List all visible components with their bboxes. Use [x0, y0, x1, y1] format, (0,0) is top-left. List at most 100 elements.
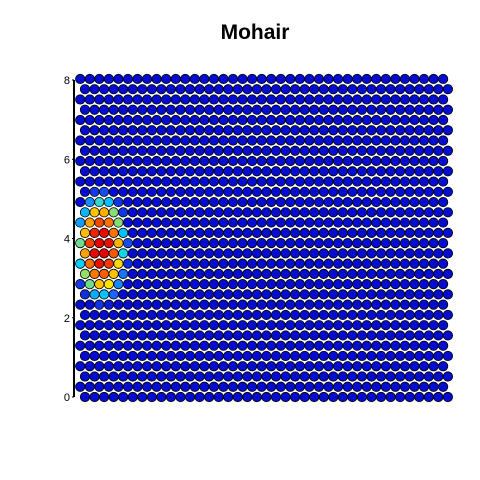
heatmap-cell [232, 309, 243, 321]
heatmap-cell [165, 125, 177, 136]
heatmap-cell [165, 166, 177, 177]
heatmap-cell [151, 238, 162, 249]
heatmap-cell [175, 350, 186, 362]
heatmap-cell [361, 238, 372, 249]
heatmap-cell [399, 381, 411, 392]
heatmap-cell [146, 125, 157, 136]
heatmap-cell [261, 145, 272, 156]
heatmap-cell [213, 289, 224, 300]
heatmap-cell [108, 207, 119, 218]
heatmap-cell [251, 125, 262, 136]
heatmap-cell [266, 320, 277, 331]
heatmap-cell [418, 114, 430, 126]
heatmap-cell [146, 186, 157, 197]
heatmap-cell [170, 299, 181, 310]
heatmap-cell [146, 391, 157, 403]
heatmap-cell [328, 289, 339, 300]
heatmap-cell [337, 289, 348, 300]
heatmap-cell [132, 94, 143, 105]
heatmap-cell [266, 73, 277, 85]
heatmap-cell [347, 186, 358, 197]
heatmap-cell [151, 176, 162, 187]
heatmap-cell [442, 391, 453, 403]
heatmap-cell [366, 330, 377, 341]
heatmap-cell [127, 268, 138, 279]
heatmap-cell [433, 289, 444, 300]
heatmap-cell [356, 268, 368, 279]
heatmap-cell [84, 279, 95, 290]
heatmap-cell [442, 207, 453, 218]
heatmap-cell [395, 268, 406, 279]
heatmap-cell [79, 84, 91, 95]
heatmap-cell [409, 258, 420, 269]
heatmap-cell [184, 84, 196, 95]
heatmap-cell [285, 217, 296, 228]
heatmap-cell [199, 114, 210, 126]
heatmap-cell [361, 217, 372, 228]
heatmap-cell [299, 350, 310, 362]
heatmap-cell [328, 268, 339, 279]
heatmap-cell [285, 340, 296, 351]
heatmap-cell [189, 299, 200, 310]
heatmap-cell [347, 350, 358, 362]
heatmap-cell [332, 94, 344, 105]
heatmap-cell [223, 391, 234, 403]
heatmap-cell [352, 279, 363, 290]
heatmap-cell [438, 176, 449, 187]
heatmap-cell [418, 320, 430, 331]
heatmap-cell [328, 145, 339, 156]
heatmap-cell [137, 391, 148, 403]
heatmap-cell [332, 361, 344, 372]
heatmap-cell [356, 391, 368, 403]
heatmap-cell [146, 371, 157, 382]
heatmap-cell [309, 145, 320, 156]
heatmap-cell [232, 350, 243, 362]
heatmap-cell [366, 371, 377, 382]
heatmap-cell [189, 258, 200, 269]
heatmap-cell [266, 279, 277, 290]
heatmap-cell [184, 330, 196, 341]
heatmap-cell [242, 268, 253, 279]
heatmap-cell [103, 238, 114, 249]
heatmap-cell [261, 371, 272, 382]
heatmap-cell [414, 309, 425, 321]
heatmap-cell [79, 289, 91, 300]
heatmap-cell [352, 299, 363, 310]
heatmap-cell [342, 361, 353, 372]
heatmap-cell [175, 207, 186, 218]
heatmap-cell [137, 350, 148, 362]
heatmap-cell [223, 84, 234, 95]
heatmap-cell [141, 135, 153, 146]
heatmap-cell [251, 330, 262, 341]
heatmap-cell [113, 361, 124, 372]
heatmap-cell [299, 248, 310, 259]
heatmap-cell [270, 391, 282, 403]
heatmap-cell [371, 299, 382, 310]
heatmap-cell [204, 391, 215, 403]
heatmap-cell [204, 289, 215, 300]
heatmap-cell [232, 289, 243, 300]
heatmap-cell [361, 135, 372, 146]
heatmap-cell [184, 371, 196, 382]
heatmap-cell [399, 176, 411, 187]
heatmap-cell [332, 217, 344, 228]
heatmap-cell [438, 135, 449, 146]
heatmap-cell [184, 207, 196, 218]
heatmap-cell [141, 114, 153, 126]
heatmap-cell [395, 330, 406, 341]
heatmap-cell [89, 309, 100, 321]
heatmap-cell [371, 279, 382, 290]
heatmap-cell [423, 186, 434, 197]
heatmap-cell [156, 289, 167, 300]
heatmap-cell [418, 217, 430, 228]
heatmap-cell [442, 268, 453, 279]
heatmap-cell [108, 391, 119, 403]
heatmap-cell [332, 299, 344, 310]
heatmap-cell [242, 330, 253, 341]
heatmap-cell [94, 340, 105, 351]
heatmap-cell [199, 94, 210, 105]
heatmap-cell [390, 361, 401, 372]
heatmap-cell [342, 238, 353, 249]
heatmap-cell [165, 268, 177, 279]
heatmap-cell [141, 196, 153, 208]
